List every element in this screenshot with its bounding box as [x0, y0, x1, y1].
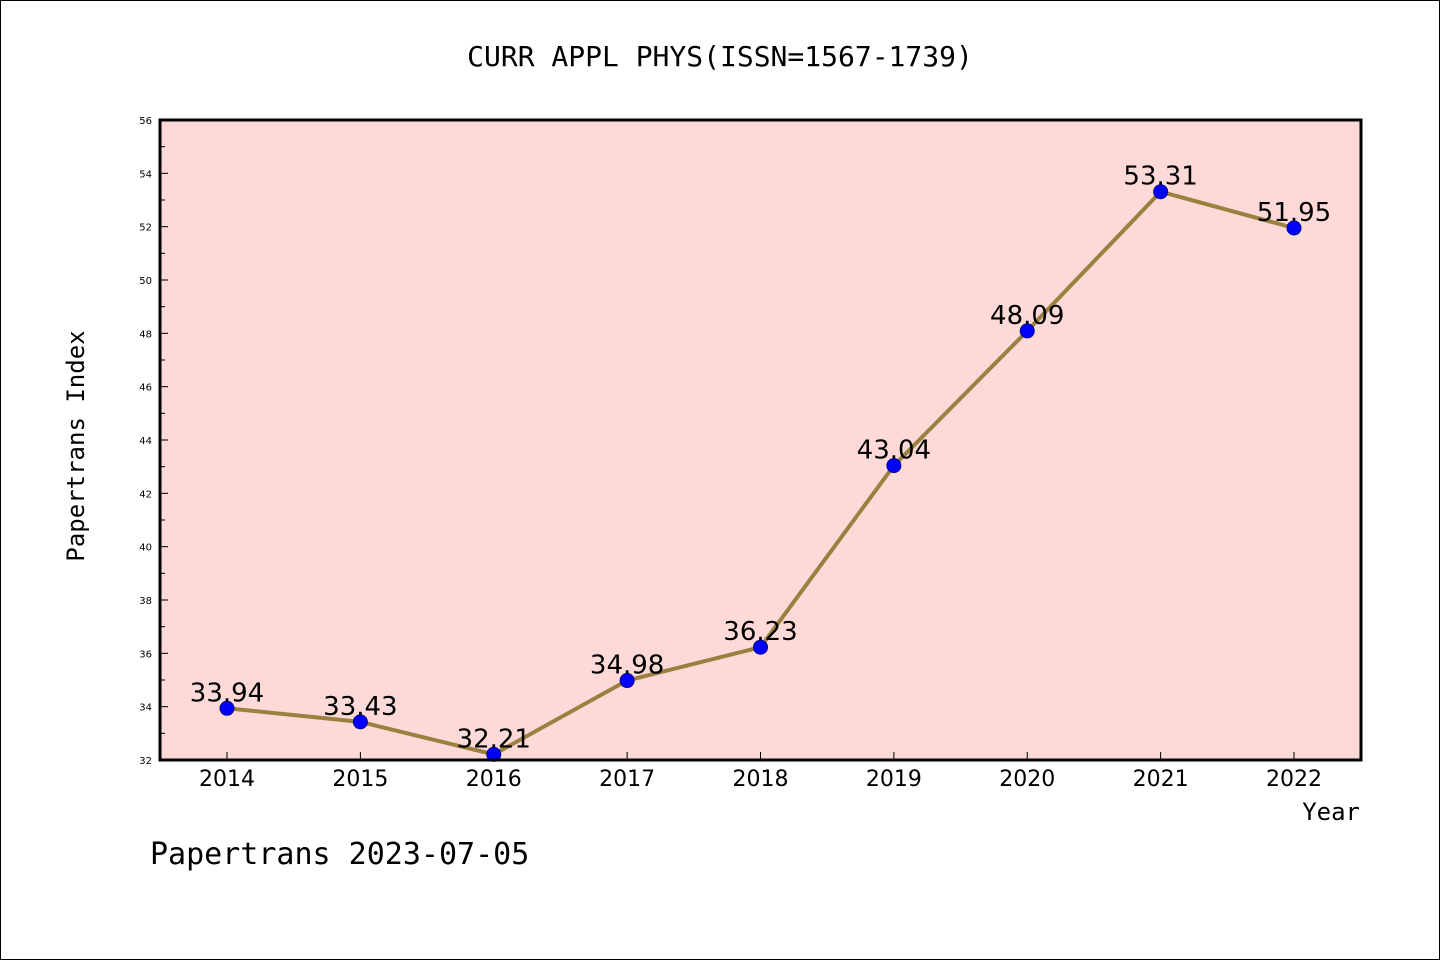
y-tick-label: 50	[139, 276, 152, 287]
x-tick-label: 2019	[866, 767, 922, 792]
data-point	[1019, 323, 1035, 339]
footer-text: Papertrans 2023-07-05	[150, 837, 529, 872]
data-label: 34.98	[590, 651, 664, 681]
y-tick-label: 42	[139, 489, 152, 500]
y-tick-label: 56	[139, 116, 152, 127]
data-point	[1153, 184, 1169, 200]
chart-title: CURR APPL PHYS(ISSN=1567-1739)	[467, 40, 973, 73]
data-point	[219, 700, 235, 716]
data-label: 53.31	[1123, 162, 1197, 192]
y-tick-label: 40	[139, 543, 152, 554]
data-point	[886, 458, 902, 474]
y-tick-label: 36	[139, 649, 152, 660]
y-axis-label: Papertrans Index	[62, 330, 90, 561]
x-axis-ticks: 2014 2015 2016 2017 2018 2019 2020 2021 2022	[199, 752, 1322, 792]
plot-border	[158, 118, 1363, 762]
data-markers	[219, 184, 1302, 762]
data-label: 51.95	[1257, 198, 1331, 228]
data-label: 33.94	[190, 678, 264, 708]
y-tick-label: 34	[139, 703, 152, 714]
data-point	[352, 714, 368, 730]
data-label: 32.21	[457, 724, 531, 754]
y-tick-label: 38	[139, 596, 152, 607]
x-tick-label: 2020	[999, 767, 1055, 792]
x-tick-label: 2018	[733, 767, 789, 792]
data-point	[619, 673, 635, 689]
data-label: 36.23	[723, 617, 797, 647]
data-label: 43.04	[857, 436, 931, 466]
x-tick-label: 2021	[1133, 767, 1189, 792]
y-tick-label: 48	[139, 329, 152, 340]
y-tick-label: 46	[139, 383, 152, 394]
data-label: 33.43	[323, 692, 397, 722]
y-tick-label: 44	[139, 436, 152, 447]
x-axis-label: Year	[1302, 798, 1360, 826]
y-tick-label: 32	[139, 756, 152, 767]
plot-area	[160, 120, 1361, 760]
x-tick-label: 2016	[466, 767, 522, 792]
x-tick-label: 2017	[599, 767, 655, 792]
x-tick-label: 2015	[332, 767, 388, 792]
y-tick-label: 52	[139, 223, 152, 234]
y-axis-ticks: 32 34 36 38 40 42 44 46 48 50 52 54 56	[139, 116, 168, 767]
data-point	[1286, 220, 1302, 236]
x-tick-label: 2022	[1266, 767, 1322, 792]
data-label: 48.09	[990, 301, 1064, 331]
data-point	[753, 639, 768, 655]
y-tick-label: 54	[139, 169, 152, 180]
data-labels: 33.94 33.43 32.21 34.98 36.23 43.04 48.09 53.31…	[190, 162, 1331, 755]
x-tick-label: 2014	[199, 767, 255, 792]
